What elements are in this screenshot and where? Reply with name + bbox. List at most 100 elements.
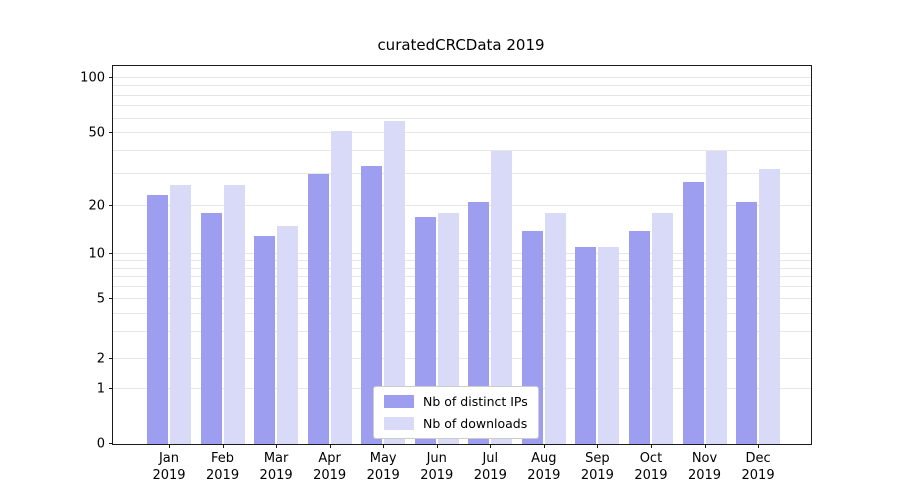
gridline bbox=[113, 117, 811, 119]
legend-label-distinct-ips: Nb of distinct IPs bbox=[423, 394, 528, 409]
legend-swatch-distinct-ips-icon bbox=[384, 395, 414, 408]
gridline bbox=[113, 298, 811, 299]
bar-downloads-nov bbox=[705, 150, 727, 444]
gridline bbox=[113, 132, 811, 133]
y-axis-tick bbox=[109, 77, 113, 78]
gridline bbox=[113, 358, 811, 359]
year-label: 2019 bbox=[687, 467, 722, 483]
chart-title: curatedCRCData 2019 bbox=[377, 36, 545, 54]
gridline bbox=[113, 286, 811, 288]
plot-area: Nb of distinct IPs Nb of downloads 0 1 2 5 1… bbox=[80, 65, 812, 483]
bar-distinct-ips-nov bbox=[682, 182, 704, 444]
month-label: Dec bbox=[745, 451, 771, 466]
bar-distinct-ips-feb bbox=[200, 213, 222, 444]
x-axis-tick bbox=[597, 444, 599, 448]
year-label: 2019 bbox=[527, 467, 561, 483]
bar-distinct-ips-jul bbox=[468, 202, 490, 444]
gridline bbox=[113, 331, 811, 333]
gridline bbox=[113, 276, 811, 278]
month-label: Jul bbox=[482, 451, 499, 466]
bar-distinct-ips-jan bbox=[147, 194, 168, 444]
y-axis-tick bbox=[109, 388, 113, 389]
year-label: 2019 bbox=[741, 467, 775, 483]
x-axis-tick-label: Oct 2019 bbox=[634, 451, 667, 485]
gridline bbox=[113, 172, 811, 174]
bar-downloads-feb bbox=[223, 185, 245, 444]
bar-downloads-mar bbox=[277, 225, 299, 444]
year-label: 2019 bbox=[152, 467, 186, 483]
y-axis-tick-label: 5 bbox=[96, 291, 105, 307]
x-axis-tick bbox=[436, 444, 438, 448]
x-axis-tick bbox=[490, 444, 492, 448]
x-axis-tick bbox=[543, 444, 545, 448]
y-axis-tick-label: 100 bbox=[80, 70, 105, 86]
gridline bbox=[113, 77, 811, 78]
year-label: 2019 bbox=[206, 467, 240, 483]
bar-downloads-oct bbox=[651, 213, 673, 444]
year-label: 2019 bbox=[313, 467, 347, 483]
x-axis-tick-label: Dec 2019 bbox=[742, 451, 775, 485]
x-axis-tick-label: Sep 2019 bbox=[581, 451, 614, 485]
gridline bbox=[113, 312, 811, 314]
y-axis-tick-label: 20 bbox=[88, 198, 105, 214]
x-axis-tick-label: Nov 2019 bbox=[688, 451, 721, 485]
legend-swatch-downloads-icon bbox=[384, 417, 414, 430]
x-axis-tick-label: May 2019 bbox=[367, 451, 400, 485]
month-label: Sep bbox=[585, 451, 610, 466]
year-label: 2019 bbox=[366, 467, 400, 483]
y-axis-tick-label: 10 bbox=[88, 246, 105, 262]
gridline bbox=[113, 267, 811, 269]
month-label: Apr bbox=[318, 451, 341, 466]
legend: Nb of distinct IPs Nb of downloads bbox=[373, 386, 539, 439]
x-axis-tick bbox=[276, 444, 278, 448]
year-label: 2019 bbox=[580, 467, 614, 483]
x-axis-tick bbox=[329, 444, 331, 448]
gridline bbox=[113, 105, 811, 107]
month-label: May bbox=[369, 451, 397, 466]
y-axis-tick bbox=[109, 298, 113, 299]
bar-downloads-may bbox=[384, 121, 406, 444]
year-label: 2019 bbox=[420, 467, 454, 483]
y-axis-tick-label: 1 bbox=[96, 381, 105, 397]
bar-downloads-dec bbox=[759, 168, 781, 444]
year-label: 2019 bbox=[473, 467, 507, 483]
bar-distinct-ips-oct bbox=[628, 230, 650, 444]
x-axis-tick bbox=[169, 444, 170, 448]
bar-downloads-apr bbox=[330, 131, 352, 444]
x-axis-tick bbox=[650, 444, 652, 448]
month-label: Oct bbox=[639, 451, 663, 466]
x-axis-tick bbox=[704, 444, 706, 448]
x-axis-tick bbox=[222, 444, 224, 448]
month-label: Nov bbox=[691, 451, 718, 466]
month-label: Feb bbox=[211, 451, 235, 466]
gridline bbox=[113, 253, 811, 254]
y-axis-tick-label: 50 bbox=[88, 125, 105, 141]
bar-distinct-ips-may bbox=[361, 166, 383, 444]
x-axis-tick bbox=[758, 444, 760, 448]
x-axis-tick-label: Feb 2019 bbox=[206, 451, 239, 485]
month-label: Mar bbox=[263, 451, 289, 466]
bar-distinct-ips-apr bbox=[307, 173, 329, 444]
x-axis-tick-label: Jul 2019 bbox=[474, 451, 507, 485]
legend-label-downloads: Nb of downloads bbox=[423, 416, 528, 431]
x-axis-tick bbox=[383, 444, 385, 448]
x-axis-tick-label: Jan 2019 bbox=[152, 451, 185, 485]
y-axis-tick-label: 2 bbox=[96, 351, 105, 367]
x-axis-tick-label: Jun 2019 bbox=[420, 451, 453, 485]
y-axis-tick bbox=[109, 253, 113, 254]
bar-downloads-aug bbox=[544, 213, 566, 444]
month-label: Jan bbox=[158, 451, 180, 466]
y-axis-tick bbox=[109, 205, 113, 206]
bar-downloads-jan bbox=[170, 185, 191, 444]
y-axis-tick bbox=[109, 132, 113, 133]
bar-distinct-ips-sep bbox=[575, 247, 597, 444]
bar-distinct-ips-mar bbox=[254, 235, 276, 444]
year-label: 2019 bbox=[634, 467, 668, 483]
y-axis-tick bbox=[109, 358, 113, 359]
legend-item-distinct-ips: Nb of distinct IPs bbox=[384, 394, 528, 409]
bar-distinct-ips-dec bbox=[736, 202, 758, 444]
x-axis-tick-label: Aug 2019 bbox=[527, 451, 560, 485]
month-label: Aug bbox=[531, 451, 557, 466]
x-axis-tick-label: Mar 2019 bbox=[260, 451, 293, 485]
